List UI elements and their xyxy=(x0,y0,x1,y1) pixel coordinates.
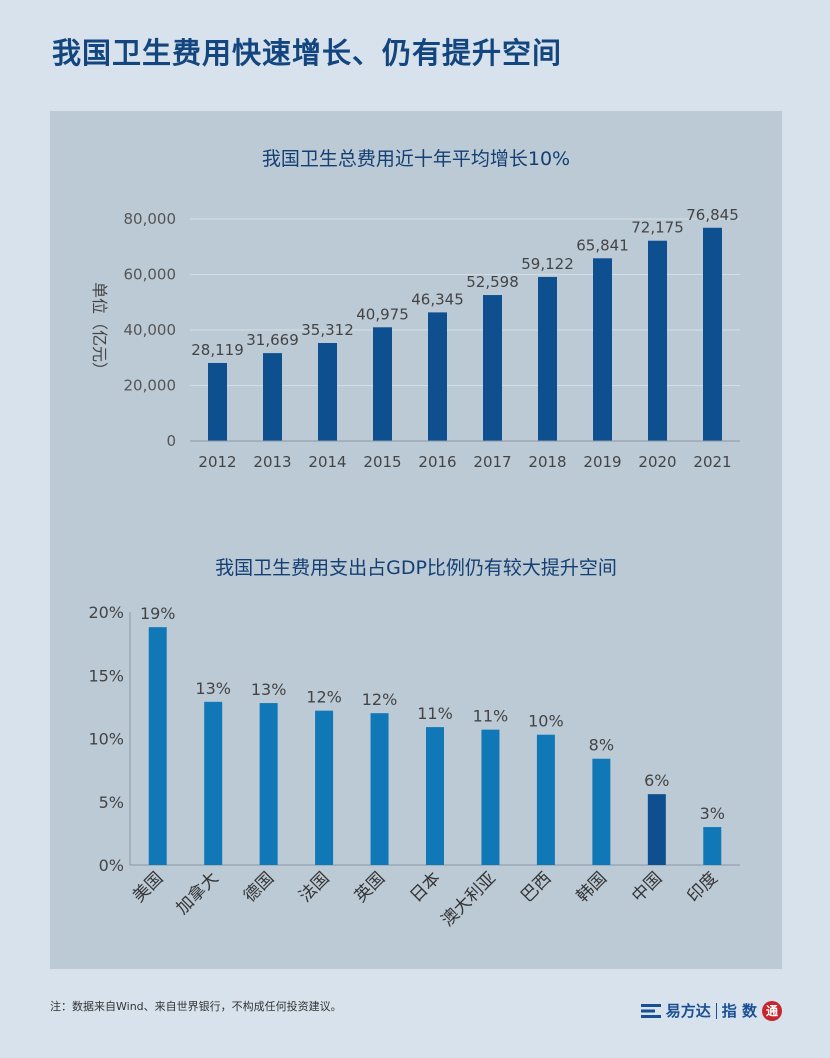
bar xyxy=(592,758,611,865)
y-tick-label: 5% xyxy=(99,793,124,812)
bar xyxy=(373,327,392,441)
data-label: 31,669 xyxy=(246,331,299,349)
bar xyxy=(648,240,667,441)
bar xyxy=(208,362,227,441)
y-tick-label: 10% xyxy=(88,730,124,749)
x-tick-label: 英国 xyxy=(351,868,389,906)
data-label: 13% xyxy=(251,680,287,699)
x-tick-label: 2019 xyxy=(583,453,621,471)
bar xyxy=(703,227,722,441)
y-tick-label: 60,000 xyxy=(124,266,177,284)
y-tick-label: 20,000 xyxy=(124,377,177,395)
data-label: 10% xyxy=(528,712,564,731)
efund-logo-icon xyxy=(640,1003,661,1018)
data-label: 13% xyxy=(195,679,231,698)
brand-name: 易方达 xyxy=(665,1002,711,1020)
data-label: 46,345 xyxy=(411,290,464,308)
bar xyxy=(538,276,557,441)
x-tick-label: 巴西 xyxy=(517,868,555,906)
x-tick-label: 2014 xyxy=(308,453,346,471)
x-tick-label: 加拿大 xyxy=(172,868,223,919)
x-tick-label: 2021 xyxy=(693,453,731,471)
chart2-title: 我国卫生费用支出占GDP比例仍有较大提升空间 xyxy=(215,557,617,579)
x-tick-label: 日本 xyxy=(406,868,444,906)
data-label: 52,598 xyxy=(466,273,519,291)
x-tick-label: 2020 xyxy=(638,453,676,471)
x-tick-label: 2018 xyxy=(528,453,566,471)
y-axis-label: 单位（亿元） xyxy=(90,282,109,378)
health-expenditure-chart: 0 20,000 40,000 60,000 80,000 单位（亿元） 28,119 201… xyxy=(90,206,740,471)
data-label: 28,119 xyxy=(191,341,244,359)
bar xyxy=(318,343,337,441)
bar xyxy=(148,627,167,865)
bar xyxy=(204,701,223,865)
data-label: 40,975 xyxy=(356,305,409,323)
data-label: 6% xyxy=(644,771,669,790)
x-tick-label: 2012 xyxy=(198,453,236,471)
x-tick-label: 2013 xyxy=(253,453,291,471)
data-label: 11% xyxy=(417,704,453,723)
data-label: 72,175 xyxy=(631,219,684,237)
y-tick-label: 0 xyxy=(166,432,176,450)
data-label: 11% xyxy=(473,707,509,726)
bar xyxy=(481,729,500,865)
y-tick-label: 0% xyxy=(99,856,124,875)
data-label: 3% xyxy=(700,804,725,823)
page-title: 我国卫生费用快速增长、仍有提升空间 xyxy=(52,36,563,70)
brand: 易方达 指 数 通 xyxy=(640,1000,782,1021)
y-tick-label: 15% xyxy=(88,666,124,685)
x-tick-label: 澳大利亚 xyxy=(438,868,500,930)
footnote: 注：数据来自Wind、来自世界银行，不构成任何投资建议。 xyxy=(50,1000,342,1013)
x-tick-label: 中国 xyxy=(628,868,666,906)
bar xyxy=(593,258,612,441)
x-tick-label: 2017 xyxy=(473,453,511,471)
bar xyxy=(259,703,278,865)
bar xyxy=(426,727,444,865)
bar xyxy=(536,734,555,865)
x-tick-label: 德国 xyxy=(240,868,278,906)
data-label: 12% xyxy=(306,688,342,707)
data-label: 76,845 xyxy=(686,206,739,224)
x-tick-label: 2015 xyxy=(363,453,401,471)
x-tick-label: 美国 xyxy=(129,868,167,906)
brand-seal-icon: 通 xyxy=(762,1000,782,1021)
data-label: 8% xyxy=(589,736,614,755)
brand-product: 指 数 xyxy=(721,1002,757,1020)
data-label: 35,312 xyxy=(301,321,354,339)
bar xyxy=(483,295,502,441)
x-tick-label: 韩国 xyxy=(573,868,611,906)
y-tick-label: 20% xyxy=(88,603,124,622)
bar xyxy=(263,353,282,441)
y-tick-label: 40,000 xyxy=(124,321,177,339)
data-label: 65,841 xyxy=(576,236,629,254)
chart-panel: 我国卫生总费用近十年平均增长10% 0 20,000 40,000 60,000 80,… xyxy=(50,111,782,969)
brand-divider xyxy=(715,1002,717,1019)
y-tick-label: 80,000 xyxy=(124,210,177,228)
bar xyxy=(428,312,447,441)
chart1-title: 我国卫生总费用近十年平均增长10% xyxy=(261,148,571,170)
bar xyxy=(315,710,334,865)
x-tick-label: 印度 xyxy=(684,868,722,906)
gdp-share-chart: 0% 5% 10% 15% 20% 19% 美国 13% 加拿大 13% 德国 12% 法国 12% 英国 1… xyxy=(88,603,740,931)
x-tick-label: 法国 xyxy=(295,868,333,906)
bar xyxy=(647,794,666,865)
data-label: 12% xyxy=(362,690,398,709)
data-label: 19% xyxy=(140,604,176,623)
x-tick-label: 2016 xyxy=(418,453,456,471)
data-label: 59,122 xyxy=(521,255,574,273)
bar xyxy=(703,827,722,865)
bar xyxy=(370,713,389,865)
